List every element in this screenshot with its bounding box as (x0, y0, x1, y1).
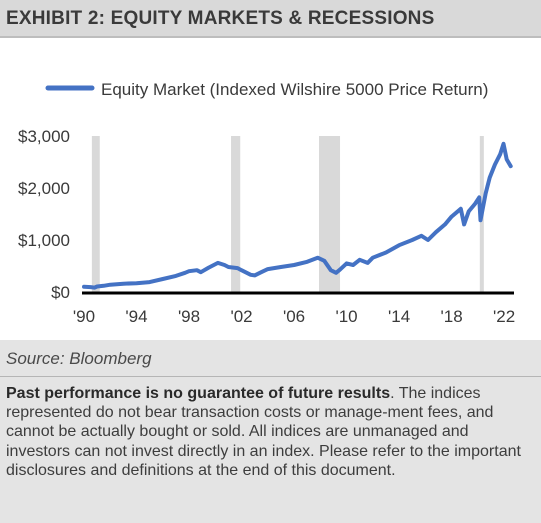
y-tick-label: $1,000 (18, 231, 70, 250)
data-point (344, 261, 349, 265)
data-point (501, 142, 506, 146)
x-tick-label: '22 (493, 307, 515, 326)
disclaimer: Past performance is no guarantee of futu… (6, 384, 536, 480)
data-point (493, 163, 497, 167)
data-point (467, 209, 471, 213)
data-point (498, 152, 502, 156)
data-point (148, 280, 152, 284)
x-tick-label: '18 (441, 307, 463, 326)
data-point (134, 281, 139, 285)
data-point (473, 202, 477, 206)
data-point (505, 157, 509, 161)
data-point (334, 271, 338, 275)
data-point (253, 273, 257, 277)
data-point (183, 271, 187, 275)
data-point (292, 263, 296, 267)
x-tick-label: '06 (283, 307, 305, 326)
data-point (426, 238, 430, 242)
y-axis-ticks: $0 $1,000 $2,000 $3,000 (18, 127, 70, 302)
x-tick-label: '98 (178, 307, 200, 326)
recession-band-0 (91, 136, 100, 292)
data-point (92, 285, 97, 290)
exhibit-header: EXHIBIT 2: EQUITY MARKETS & RECESSIONS (0, 0, 541, 38)
data-point (249, 273, 253, 277)
data-point (358, 258, 362, 262)
data-point (305, 260, 309, 264)
series-layer (82, 141, 513, 290)
data-point (477, 195, 481, 199)
data-point (450, 215, 454, 219)
source-note: Source: Bloomberg (6, 349, 152, 368)
data-point (199, 270, 203, 274)
data-point (434, 230, 438, 234)
y-tick-label: $0 (51, 283, 70, 302)
data-point (509, 164, 513, 168)
data-point (338, 268, 342, 272)
data-point (187, 269, 191, 273)
data-point (484, 191, 488, 195)
data-point (259, 270, 263, 274)
x-tick-label: '94 (125, 307, 147, 326)
data-point (316, 256, 320, 260)
data-point (195, 268, 199, 272)
x-tick-label: '14 (388, 307, 410, 326)
recession-bands (91, 136, 484, 292)
data-point (459, 207, 463, 211)
data-point (322, 259, 326, 263)
disclaimer-text: . The indices represented do not bear tr… (6, 385, 521, 479)
data-point (121, 282, 125, 286)
data-point (279, 265, 283, 269)
x-tick-label: '90 (73, 307, 95, 326)
legend: Equity Market (Indexed Wilshire 5000 Pri… (45, 80, 488, 99)
data-point (488, 176, 492, 180)
data-point (371, 256, 375, 260)
data-point (161, 277, 165, 281)
data-point (108, 283, 112, 287)
x-axis-ticks: '90 '94 '98 '02 '06 '10 '14 '18 '22 (73, 307, 515, 326)
x-tick-label: '02 (230, 307, 252, 326)
legend-label: Equity Market (Indexed Wilshire 5000 Pri… (101, 80, 488, 99)
data-point (329, 268, 333, 272)
data-point (88, 285, 93, 289)
data-point (384, 250, 388, 255)
recession-band-2 (319, 136, 341, 292)
data-point (239, 268, 244, 272)
data-point (95, 284, 99, 289)
exhibit-title: EXHIBIT 2: EQUITY MARKETS & RECESSIONS (6, 8, 435, 29)
data-point (102, 284, 106, 288)
data-point (478, 218, 483, 222)
divider (0, 376, 541, 377)
disclaimer-bold: Past performance is no guarantee of futu… (6, 385, 391, 402)
data-point (222, 263, 227, 267)
data-point (236, 266, 240, 270)
x-tick-label: '10 (335, 307, 357, 326)
data-point (443, 222, 447, 226)
equity-recession-chart: Equity Market (Indexed Wilshire 5000 Pri… (18, 80, 515, 326)
y-tick-label: $2,000 (18, 179, 70, 198)
y-tick-label: $3,000 (18, 127, 70, 146)
data-point (216, 261, 220, 265)
data-point (82, 285, 86, 289)
data-point (410, 238, 414, 242)
data-point (266, 267, 270, 271)
data-point (397, 243, 401, 247)
data-point (351, 263, 355, 267)
data-point (174, 274, 178, 278)
series-line-0 (82, 141, 513, 290)
data-point (226, 265, 231, 269)
recession-band-1 (231, 136, 241, 292)
data-point (419, 234, 424, 238)
data-point (207, 265, 211, 270)
data-point (365, 261, 370, 265)
data-point (462, 222, 466, 226)
chart-area: Equity Market (Indexed Wilshire 5000 Pri… (0, 38, 541, 340)
